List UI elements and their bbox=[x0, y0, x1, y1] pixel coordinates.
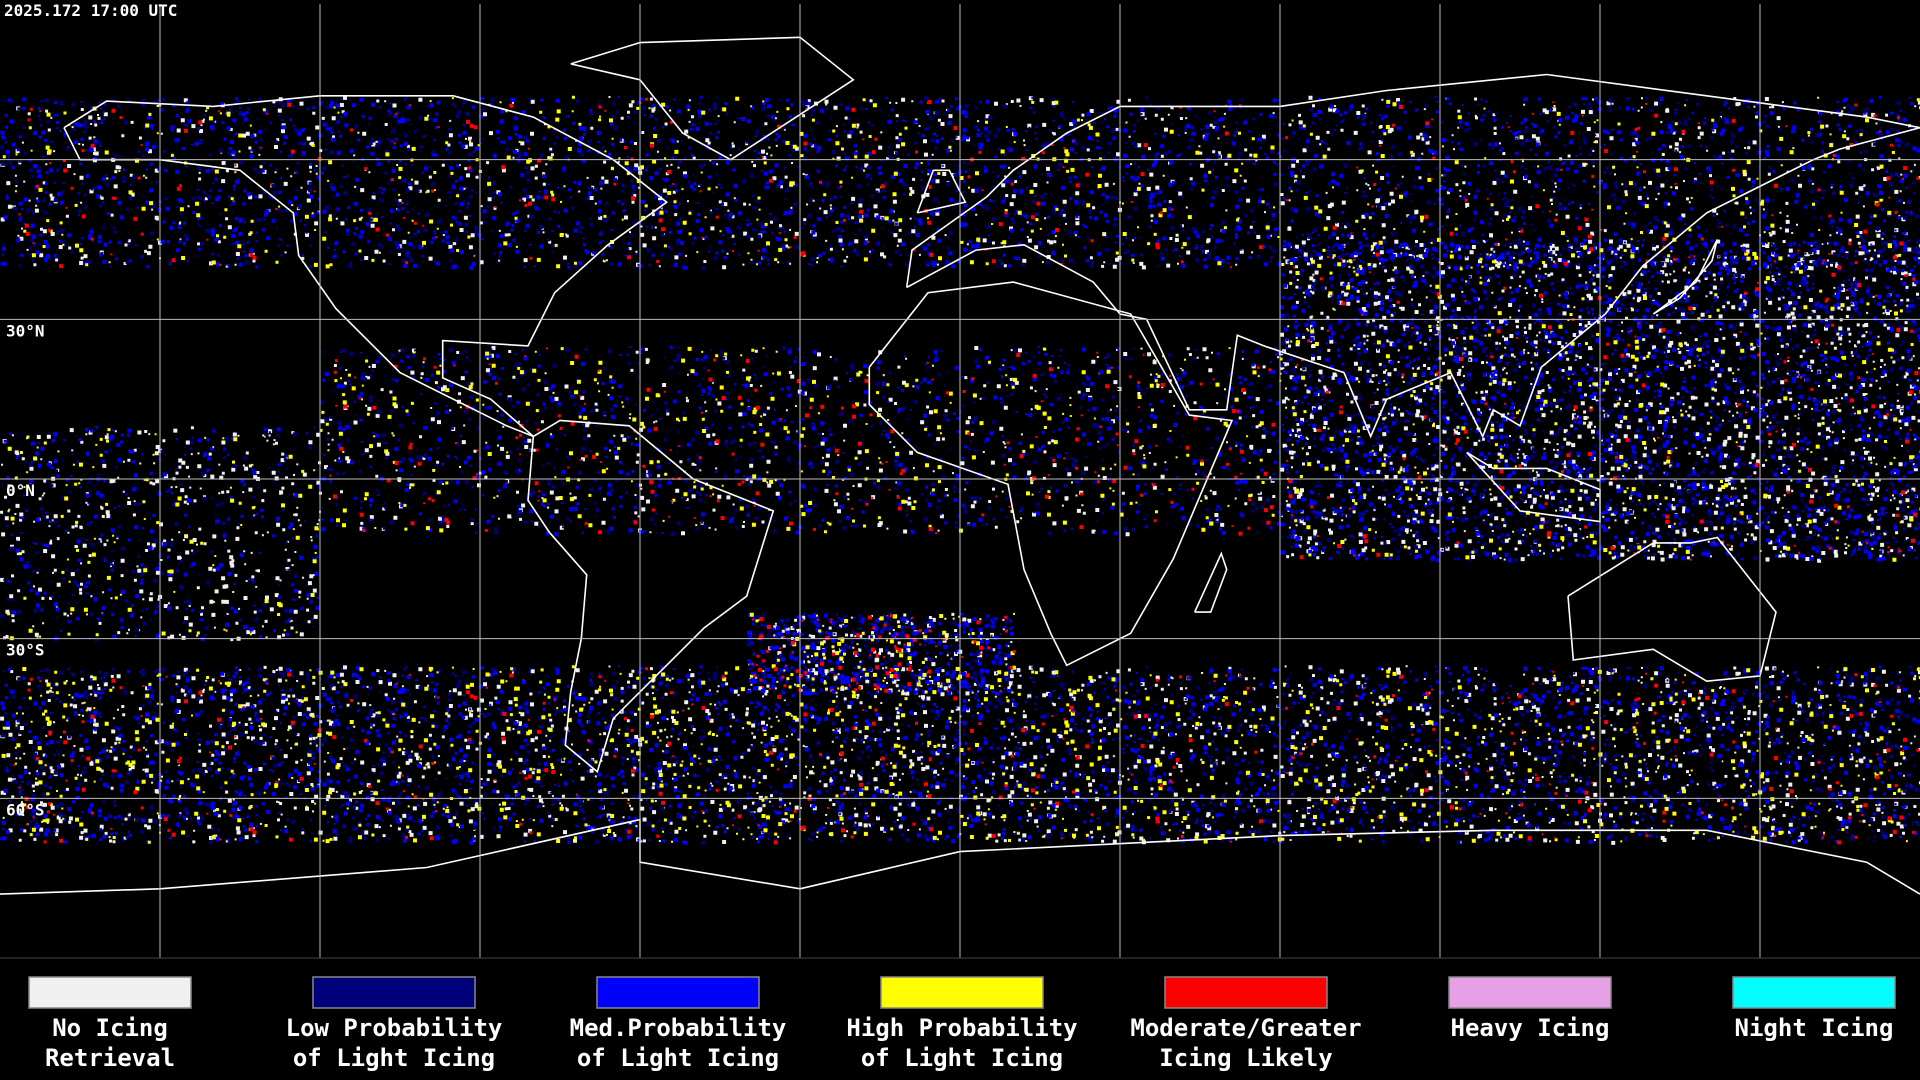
latitude-label: 0°N bbox=[6, 481, 35, 500]
coastline bbox=[905, 73, 1920, 439]
latitude-labels: 30°N 0°N 30°S 60°S bbox=[6, 321, 45, 819]
legend-label: of Light Icing bbox=[577, 1044, 779, 1072]
legend-label: Night Icing bbox=[1735, 1014, 1894, 1042]
legend-label: Heavy Icing bbox=[1451, 1014, 1610, 1042]
coastline bbox=[1652, 239, 1719, 315]
legend-label: Low Probability bbox=[286, 1014, 503, 1042]
latitude-label: 30°S bbox=[6, 641, 45, 660]
legend-label: of Light Icing bbox=[293, 1044, 495, 1072]
coastline bbox=[63, 95, 669, 438]
graticule bbox=[0, 4, 1920, 958]
legend-label: Med.Probability bbox=[570, 1014, 787, 1042]
legend-label: High Probability bbox=[846, 1014, 1077, 1042]
legend-swatch bbox=[1732, 976, 1896, 1009]
coastline bbox=[570, 36, 855, 161]
legend-swatch bbox=[596, 976, 760, 1009]
legend-label: Retrieval bbox=[45, 1044, 175, 1072]
latitude-label: 60°S bbox=[6, 800, 45, 819]
legend-label: of Light Icing bbox=[861, 1044, 1063, 1072]
legend-swatch bbox=[312, 976, 476, 1009]
coastlines bbox=[0, 36, 1920, 895]
legend-label: Moderate/Greater bbox=[1130, 1014, 1361, 1042]
coastline bbox=[1193, 551, 1228, 613]
legend-swatch bbox=[1164, 976, 1328, 1009]
coastline bbox=[1567, 536, 1777, 683]
legend-swatch bbox=[1448, 976, 1612, 1009]
coastline bbox=[916, 169, 967, 214]
coastline bbox=[527, 419, 775, 774]
legend-label: Icing Likely bbox=[1159, 1044, 1332, 1072]
coastline bbox=[0, 818, 1920, 895]
legend-label: No Icing bbox=[52, 1014, 168, 1042]
legend-swatch bbox=[880, 976, 1044, 1009]
latitude-label: 30°N bbox=[6, 321, 45, 340]
legend-swatch bbox=[28, 976, 192, 1009]
coastline bbox=[868, 281, 1234, 667]
timestamp: 2025.172 17:00 UTC bbox=[4, 1, 177, 20]
